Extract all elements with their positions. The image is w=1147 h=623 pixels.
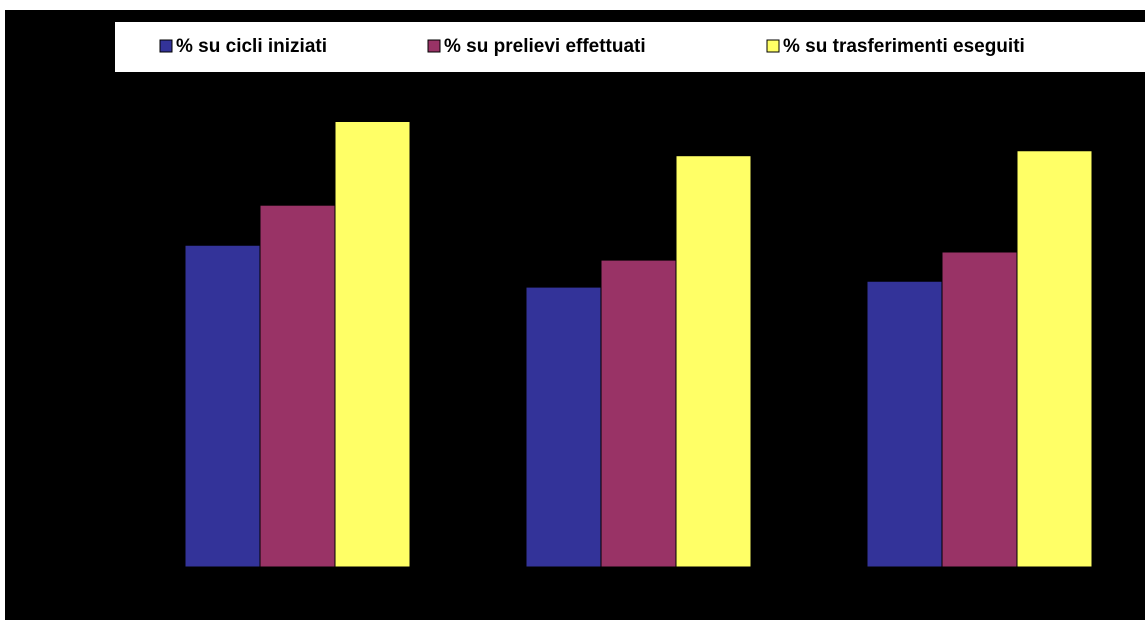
- legend-label-3: % su trasferimenti eseguiti: [783, 36, 1025, 57]
- bar-series-3-group-2: [675, 155, 752, 568]
- legend-box: [115, 22, 1145, 72]
- bars-layer: [184, 121, 1093, 568]
- legend-swatch-3: [766, 39, 780, 53]
- bar-series-3-group-1: [334, 121, 411, 568]
- legend-label-1: % su cicli iniziati: [176, 36, 327, 57]
- legend-label-2: % su prelievi effettuati: [444, 36, 646, 57]
- bar-series-2-group-2: [600, 259, 677, 568]
- legend: % su cicli iniziati % su prelievi effettu…: [115, 22, 1145, 72]
- legend-swatch-2: [427, 39, 441, 53]
- legend-swatch-1: [159, 39, 173, 53]
- bar-series-1-group-1: [184, 244, 261, 568]
- bar-series-2-group-1: [259, 204, 336, 568]
- bar-series-2-group-3: [941, 251, 1018, 568]
- bar-series-1-group-3: [866, 280, 943, 568]
- bar-series-3-group-3: [1016, 150, 1093, 568]
- bar-series-1-group-2: [525, 286, 602, 568]
